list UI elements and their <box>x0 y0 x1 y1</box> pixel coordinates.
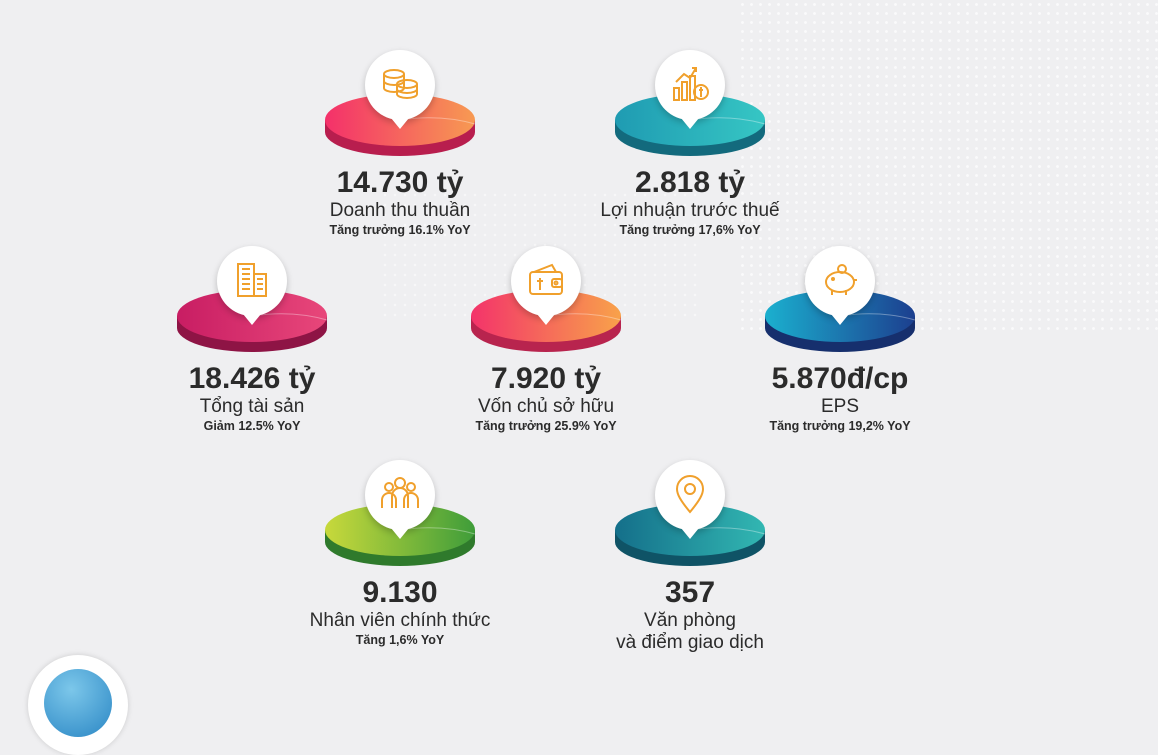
stat-staff: 9.130 Nhân viên chính thức Tăng 1,6% YoY <box>270 460 530 648</box>
stat-eps: 5.870đ/cp EPS Tăng trưởng 19,2% YoY <box>710 246 970 434</box>
stat-label: Vốn chủ sở hữu <box>477 396 615 417</box>
stat-equity: 7.920 tỷ Vốn chủ sở hữu Tăng trưởng 25.9… <box>416 246 676 434</box>
stat-label: Văn phòng <box>644 610 736 631</box>
stat-sub: Tăng trưởng 19,2% YoY <box>769 419 911 433</box>
stat-assets: 18.426 tỷ Tổng tài sản Giảm 12.5% YoY <box>122 246 382 434</box>
disk-revenue <box>325 50 476 162</box>
stat-label: Lợi nhuận trước thuế <box>600 200 780 221</box>
stat-value: 14.730 tỷ <box>336 166 464 199</box>
stat-label: Doanh thu thuần <box>329 200 471 221</box>
corner-circle-logo <box>28 655 128 755</box>
wallet-icon <box>511 246 581 325</box>
stat-value: 18.426 tỷ <box>188 362 316 395</box>
location-pin-icon <box>655 460 725 539</box>
stat-revenue: 14.730 tỷ Doanh thu thuần Tăng trưởng 16… <box>270 50 530 238</box>
stat-sub: Tăng trưởng 25.9% YoY <box>475 419 617 433</box>
stat-value: 2.818 tỷ <box>634 166 746 199</box>
stat-sub: Tăng trưởng 16.1% YoY <box>329 223 471 237</box>
stat-value: 357 <box>664 576 716 609</box>
stat-profit: 2.818 tỷ Lợi nhuận trước thuế Tăng trưởn… <box>560 50 820 238</box>
piggy-bank-icon <box>805 246 875 325</box>
disk-offices <box>615 460 766 572</box>
stat-value: 7.920 tỷ <box>490 362 602 395</box>
stat-sub: Tăng 1,6% YoY <box>355 633 445 647</box>
stat-label: EPS <box>820 396 860 417</box>
coins-icon <box>365 50 435 129</box>
stat-label-2: và điểm giao dịch <box>616 632 764 653</box>
people-icon <box>365 460 435 539</box>
disk-assets <box>177 246 328 358</box>
disk-profit <box>615 50 766 162</box>
stat-sub: Giảm 12.5% YoY <box>203 419 301 433</box>
stat-label: Tổng tài sản <box>199 396 305 417</box>
disk-equity <box>471 246 622 358</box>
stat-offices: 357 Văn phòng và điểm giao dịch <box>560 460 820 654</box>
buildings-icon <box>217 246 287 325</box>
disk-staff <box>325 460 476 572</box>
growth-chart-dollar-icon <box>655 50 725 129</box>
stat-value: 9.130 <box>362 576 438 609</box>
stat-sub: Tăng trưởng 17,6% YoY <box>619 223 761 237</box>
stat-label: Nhân viên chính thức <box>309 610 491 631</box>
stat-value: 5.870đ/cp <box>771 362 909 395</box>
disk-eps <box>765 246 916 358</box>
